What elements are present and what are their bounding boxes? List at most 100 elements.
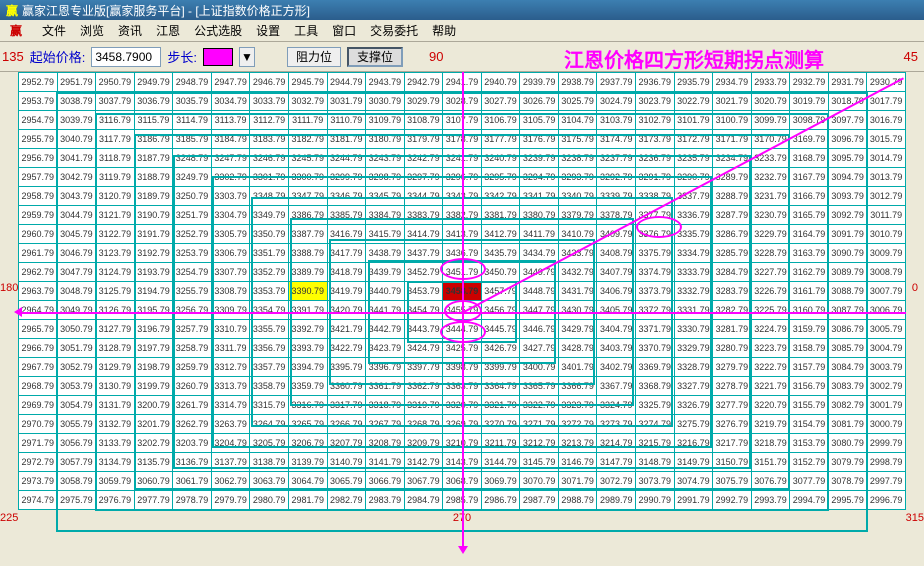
grid-cell[interactable]: 3057.79 [57, 453, 96, 472]
grid-cell[interactable]: 3288.79 [713, 187, 752, 206]
grid-cell[interactable]: 2970.79 [19, 415, 58, 434]
grid-cell[interactable]: 3080.79 [828, 434, 867, 453]
grid-cell[interactable]: 3205.79 [250, 434, 289, 453]
grid-cell[interactable]: 2982.79 [327, 491, 366, 510]
grid-cell[interactable]: 3226.79 [751, 282, 790, 301]
grid-cell[interactable]: 2984.79 [404, 491, 443, 510]
grid-cell[interactable]: 3339.79 [597, 187, 636, 206]
grid-cell[interactable]: 3320.79 [443, 396, 482, 415]
grid-cell[interactable]: 3297.79 [404, 168, 443, 187]
grid-cell[interactable]: 3396.79 [366, 358, 405, 377]
grid-cell[interactable]: 3331.79 [674, 301, 713, 320]
grid-cell[interactable]: 3150.79 [713, 453, 752, 472]
grid-cell[interactable]: 2971.79 [19, 434, 58, 453]
grid-cell[interactable]: 3403.79 [597, 339, 636, 358]
grid-cell[interactable]: 3092.79 [828, 206, 867, 225]
grid-cell[interactable]: 3426.79 [481, 339, 520, 358]
grid-cell[interactable]: 3421.79 [327, 320, 366, 339]
grid-cell[interactable]: 3397.79 [404, 358, 443, 377]
grid-cell[interactable]: 2951.79 [57, 73, 96, 92]
grid-cell[interactable]: 3218.79 [751, 434, 790, 453]
grid-cell[interactable]: 3376.79 [636, 225, 675, 244]
grid-cell[interactable]: 2993.79 [751, 491, 790, 510]
grid-cell[interactable]: 3427.79 [520, 339, 559, 358]
grid-cell[interactable]: 3029.79 [404, 92, 443, 111]
grid-cell[interactable]: 2932.79 [790, 73, 829, 92]
grid-cell[interactable]: 3033.79 [250, 92, 289, 111]
grid-cell[interactable]: 3269.79 [443, 415, 482, 434]
grid-cell[interactable]: 3422.79 [327, 339, 366, 358]
grid-cell[interactable]: 2985.79 [443, 491, 482, 510]
grid-cell[interactable]: 3130.79 [96, 377, 135, 396]
grid-cell[interactable]: 3433.79 [558, 244, 597, 263]
grid-cell[interactable]: 3119.79 [96, 168, 135, 187]
grid-cell[interactable]: 3045.79 [57, 225, 96, 244]
grid-cell[interactable]: 3296.79 [443, 168, 482, 187]
grid-cell[interactable]: 3448.79 [520, 282, 559, 301]
grid-cell[interactable]: 2978.79 [173, 491, 212, 510]
grid-cell[interactable]: 3349.79 [250, 206, 289, 225]
grid-cell[interactable]: 3190.79 [134, 206, 173, 225]
grid-cell[interactable]: 3093.79 [828, 187, 867, 206]
grid-cell[interactable]: 3249.79 [173, 168, 212, 187]
grid-cell[interactable]: 3368.79 [636, 377, 675, 396]
grid-cell[interactable]: 3129.79 [96, 358, 135, 377]
grid-cell[interactable]: 3071.79 [558, 472, 597, 491]
grid-cell[interactable]: 3169.79 [790, 130, 829, 149]
grid-cell[interactable]: 3419.79 [327, 282, 366, 301]
grid-cell[interactable]: 3246.79 [250, 149, 289, 168]
menu-settings[interactable]: 设置 [250, 20, 286, 41]
grid-cell[interactable]: 3383.79 [404, 206, 443, 225]
grid-cell[interactable]: 2956.79 [19, 149, 58, 168]
grid-cell[interactable]: 3375.79 [636, 244, 675, 263]
grid-cell[interactable]: 3166.79 [790, 187, 829, 206]
grid-cell[interactable]: 3063.79 [250, 472, 289, 491]
grid-cell[interactable]: 3416.79 [327, 225, 366, 244]
grid-cell[interactable]: 3167.79 [790, 168, 829, 187]
grid-cell[interactable]: 3263.79 [211, 415, 250, 434]
grid-cell[interactable]: 3329.79 [674, 339, 713, 358]
grid-cell[interactable]: 3139.79 [288, 453, 327, 472]
grid-cell[interactable]: 3137.79 [211, 453, 250, 472]
grid-cell[interactable]: 3449.79 [520, 263, 559, 282]
grid-cell[interactable]: 3010.79 [867, 225, 906, 244]
grid-cell[interactable]: 3245.79 [288, 149, 327, 168]
resistance-button[interactable]: 阻力位 [287, 47, 341, 67]
grid-cell[interactable]: 3351.79 [250, 244, 289, 263]
grid-cell[interactable]: 3041.79 [57, 149, 96, 168]
grid-cell[interactable]: 3211.79 [481, 434, 520, 453]
grid-cell[interactable]: 3170.79 [751, 130, 790, 149]
grid-cell[interactable]: 3458.79 [443, 282, 482, 301]
grid-cell[interactable]: 2943.79 [366, 73, 405, 92]
grid-cell[interactable]: 3142.79 [404, 453, 443, 472]
grid-cell[interactable]: 3273.79 [597, 415, 636, 434]
grid-cell[interactable]: 3323.79 [558, 396, 597, 415]
grid-cell[interactable]: 3031.79 [327, 92, 366, 111]
grid-cell[interactable]: 3292.79 [597, 168, 636, 187]
grid-cell[interactable]: 2965.79 [19, 320, 58, 339]
grid-cell[interactable]: 2939.79 [520, 73, 559, 92]
grid-cell[interactable]: 3056.79 [57, 434, 96, 453]
grid-cell[interactable]: 3157.79 [790, 358, 829, 377]
grid-cell[interactable]: 3084.79 [828, 358, 867, 377]
grid-cell[interactable]: 3089.79 [828, 263, 867, 282]
grid-cell[interactable]: 3229.79 [751, 225, 790, 244]
grid-cell[interactable]: 3275.79 [674, 415, 713, 434]
grid-cell[interactable]: 3188.79 [134, 168, 173, 187]
grid-cell[interactable]: 3202.79 [134, 434, 173, 453]
grid-cell[interactable]: 3151.79 [751, 453, 790, 472]
grid-cell[interactable]: 3316.79 [288, 396, 327, 415]
grid-cell[interactable]: 3270.79 [481, 415, 520, 434]
grid-cell[interactable]: 3061.79 [173, 472, 212, 491]
grid-cell[interactable]: 3007.79 [867, 282, 906, 301]
grid-cell[interactable]: 3135.79 [134, 453, 173, 472]
grid-cell[interactable]: 3350.79 [250, 225, 289, 244]
grid-cell[interactable]: 3216.79 [674, 434, 713, 453]
grid-cell[interactable]: 2999.79 [867, 434, 906, 453]
grid-cell[interactable]: 3191.79 [134, 225, 173, 244]
grid-cell[interactable]: 3001.79 [867, 396, 906, 415]
grid-cell[interactable]: 3040.79 [57, 130, 96, 149]
grid-cell[interactable]: 3334.79 [674, 244, 713, 263]
grid-cell[interactable]: 3415.79 [366, 225, 405, 244]
grid-cell[interactable]: 3217.79 [713, 434, 752, 453]
